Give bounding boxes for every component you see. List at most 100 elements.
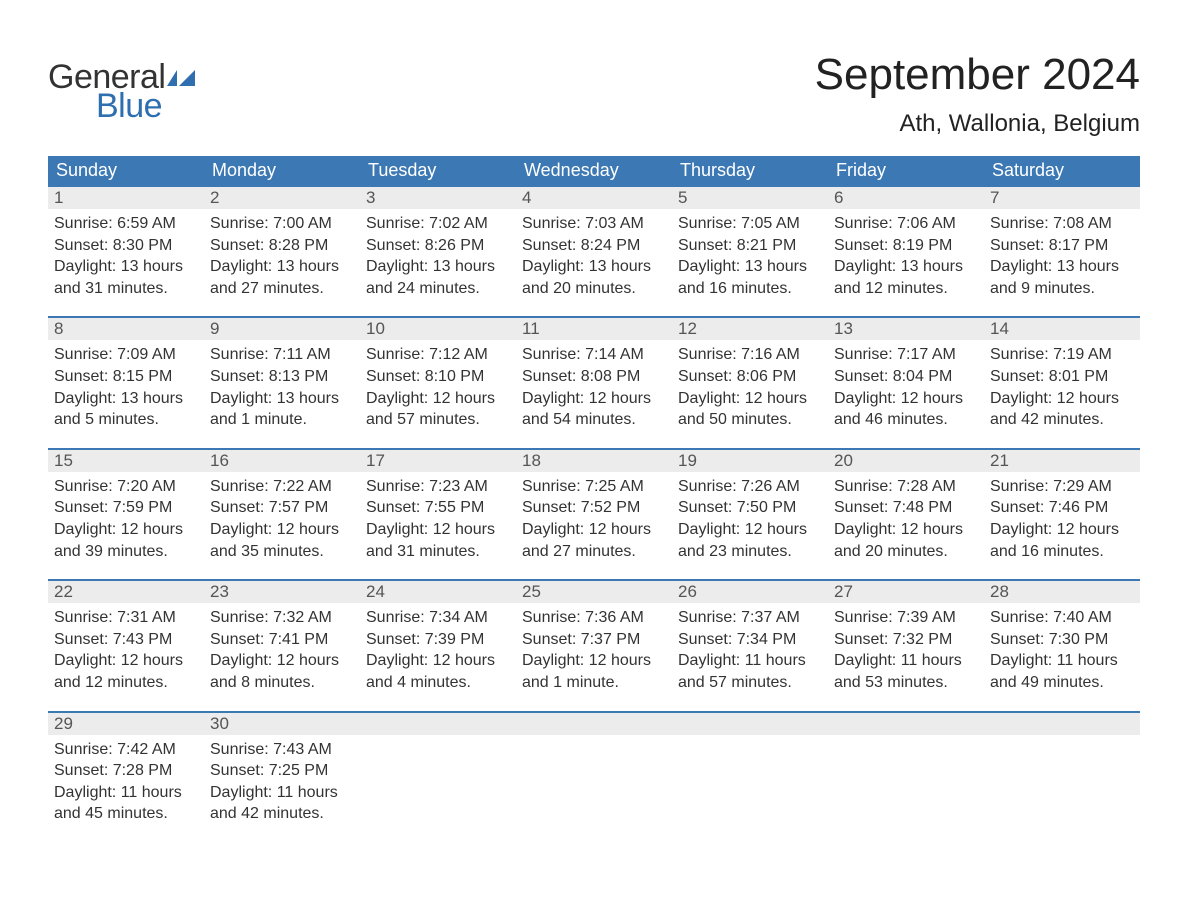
day-number-cell: [672, 712, 828, 735]
sunset-text: Sunset: 8:28 PM: [210, 235, 354, 257]
sunset-text: Sunset: 8:30 PM: [54, 235, 198, 257]
sunrise-text: Sunrise: 7:28 AM: [834, 476, 978, 498]
day-number-cell: 9: [204, 317, 360, 340]
day-detail-cell: Sunrise: 7:05 AMSunset: 8:21 PMDaylight:…: [672, 209, 828, 299]
d2-text: and 12 minutes.: [834, 278, 978, 300]
sunrise-text: Sunrise: 7:31 AM: [54, 607, 198, 629]
sunset-text: Sunset: 7:37 PM: [522, 629, 666, 651]
d2-text: and 31 minutes.: [366, 541, 510, 563]
day-number-cell: 23: [204, 580, 360, 603]
d2-text: and 4 minutes.: [366, 672, 510, 694]
day-detail-cell: Sunrise: 7:42 AMSunset: 7:28 PMDaylight:…: [48, 735, 204, 825]
day-detail-cell: Sunrise: 7:14 AMSunset: 8:08 PMDaylight:…: [516, 340, 672, 430]
d2-text: and 23 minutes.: [678, 541, 822, 563]
d1-text: Daylight: 11 hours: [990, 650, 1134, 672]
day-detail-cell: Sunrise: 7:00 AMSunset: 8:28 PMDaylight:…: [204, 209, 360, 299]
d2-text: and 24 minutes.: [366, 278, 510, 300]
d2-text: and 42 minutes.: [990, 409, 1134, 431]
dow-header: Friday: [828, 156, 984, 186]
day-detail-row: Sunrise: 7:20 AMSunset: 7:59 PMDaylight:…: [48, 472, 1140, 562]
sunset-text: Sunset: 8:10 PM: [366, 366, 510, 388]
d1-text: Daylight: 12 hours: [990, 519, 1134, 541]
day-number-row: 1234567: [48, 186, 1140, 209]
sunrise-text: Sunrise: 7:06 AM: [834, 213, 978, 235]
day-number-cell: 16: [204, 449, 360, 472]
d1-text: Daylight: 12 hours: [366, 650, 510, 672]
d1-text: Daylight: 13 hours: [678, 256, 822, 278]
day-detail-cell: Sunrise: 7:02 AMSunset: 8:26 PMDaylight:…: [360, 209, 516, 299]
day-number-cell: 26: [672, 580, 828, 603]
day-detail-cell: Sunrise: 7:40 AMSunset: 7:30 PMDaylight:…: [984, 603, 1140, 693]
sunrise-text: Sunrise: 7:36 AM: [522, 607, 666, 629]
sunset-text: Sunset: 8:17 PM: [990, 235, 1134, 257]
day-detail-cell: Sunrise: 7:43 AMSunset: 7:25 PMDaylight:…: [204, 735, 360, 825]
day-number-cell: 24: [360, 580, 516, 603]
d1-text: Daylight: 12 hours: [210, 519, 354, 541]
d2-text: and 27 minutes.: [522, 541, 666, 563]
sunrise-text: Sunrise: 7:32 AM: [210, 607, 354, 629]
day-detail-cell: Sunrise: 6:59 AMSunset: 8:30 PMDaylight:…: [48, 209, 204, 299]
sunrise-text: Sunrise: 7:12 AM: [366, 344, 510, 366]
sunset-text: Sunset: 7:34 PM: [678, 629, 822, 651]
day-detail-cell: Sunrise: 7:06 AMSunset: 8:19 PMDaylight:…: [828, 209, 984, 299]
brand-logo: General Blue: [48, 58, 197, 126]
day-detail-row: Sunrise: 6:59 AMSunset: 8:30 PMDaylight:…: [48, 209, 1140, 299]
day-number-cell: 22: [48, 580, 204, 603]
day-number-cell: 11: [516, 317, 672, 340]
day-detail-cell: Sunrise: 7:32 AMSunset: 7:41 PMDaylight:…: [204, 603, 360, 693]
d2-text: and 16 minutes.: [678, 278, 822, 300]
sunrise-text: Sunrise: 7:25 AM: [522, 476, 666, 498]
location: Ath, Wallonia, Belgium: [815, 110, 1140, 138]
sunset-text: Sunset: 8:01 PM: [990, 366, 1134, 388]
day-number-cell: 12: [672, 317, 828, 340]
day-detail-cell: Sunrise: 7:39 AMSunset: 7:32 PMDaylight:…: [828, 603, 984, 693]
d2-text: and 49 minutes.: [990, 672, 1134, 694]
day-detail-cell: Sunrise: 7:26 AMSunset: 7:50 PMDaylight:…: [672, 472, 828, 562]
day-detail-cell: Sunrise: 7:22 AMSunset: 7:57 PMDaylight:…: [204, 472, 360, 562]
day-detail-cell: Sunrise: 7:31 AMSunset: 7:43 PMDaylight:…: [48, 603, 204, 693]
sunset-text: Sunset: 7:57 PM: [210, 497, 354, 519]
sunset-text: Sunset: 7:25 PM: [210, 760, 354, 782]
sunset-text: Sunset: 7:46 PM: [990, 497, 1134, 519]
sunrise-text: Sunrise: 7:20 AM: [54, 476, 198, 498]
day-detail-cell: Sunrise: 7:11 AMSunset: 8:13 PMDaylight:…: [204, 340, 360, 430]
d2-text: and 57 minutes.: [678, 672, 822, 694]
day-number-cell: 25: [516, 580, 672, 603]
d1-text: Daylight: 12 hours: [54, 519, 198, 541]
sunrise-text: Sunrise: 7:26 AM: [678, 476, 822, 498]
day-number-cell: 19: [672, 449, 828, 472]
sunset-text: Sunset: 7:32 PM: [834, 629, 978, 651]
sunrise-text: Sunrise: 7:22 AM: [210, 476, 354, 498]
d1-text: Daylight: 11 hours: [678, 650, 822, 672]
d2-text: and 46 minutes.: [834, 409, 978, 431]
d1-text: Daylight: 11 hours: [210, 782, 354, 804]
sunset-text: Sunset: 8:26 PM: [366, 235, 510, 257]
dow-header: Thursday: [672, 156, 828, 186]
day-number-row: 891011121314: [48, 317, 1140, 340]
sunset-text: Sunset: 7:50 PM: [678, 497, 822, 519]
d2-text: and 12 minutes.: [54, 672, 198, 694]
day-number-cell: 4: [516, 186, 672, 209]
sunset-text: Sunset: 8:06 PM: [678, 366, 822, 388]
day-number-cell: 20: [828, 449, 984, 472]
sunrise-text: Sunrise: 7:16 AM: [678, 344, 822, 366]
d1-text: Daylight: 12 hours: [522, 519, 666, 541]
d1-text: Daylight: 12 hours: [990, 388, 1134, 410]
day-detail-row: Sunrise: 7:09 AMSunset: 8:15 PMDaylight:…: [48, 340, 1140, 430]
d1-text: Daylight: 12 hours: [366, 519, 510, 541]
day-number-cell: 29: [48, 712, 204, 735]
sunrise-text: Sunrise: 7:23 AM: [366, 476, 510, 498]
day-number-cell: 30: [204, 712, 360, 735]
day-detail-cell: Sunrise: 7:12 AMSunset: 8:10 PMDaylight:…: [360, 340, 516, 430]
sunset-text: Sunset: 8:21 PM: [678, 235, 822, 257]
day-number-cell: [516, 712, 672, 735]
day-detail-cell: Sunrise: 7:29 AMSunset: 7:46 PMDaylight:…: [984, 472, 1140, 562]
d2-text: and 42 minutes.: [210, 803, 354, 825]
day-number-cell: 14: [984, 317, 1140, 340]
dow-header: Wednesday: [516, 156, 672, 186]
sunset-text: Sunset: 7:48 PM: [834, 497, 978, 519]
day-number-row: 22232425262728: [48, 580, 1140, 603]
sunset-text: Sunset: 8:24 PM: [522, 235, 666, 257]
d1-text: Daylight: 12 hours: [54, 650, 198, 672]
sunset-text: Sunset: 7:55 PM: [366, 497, 510, 519]
